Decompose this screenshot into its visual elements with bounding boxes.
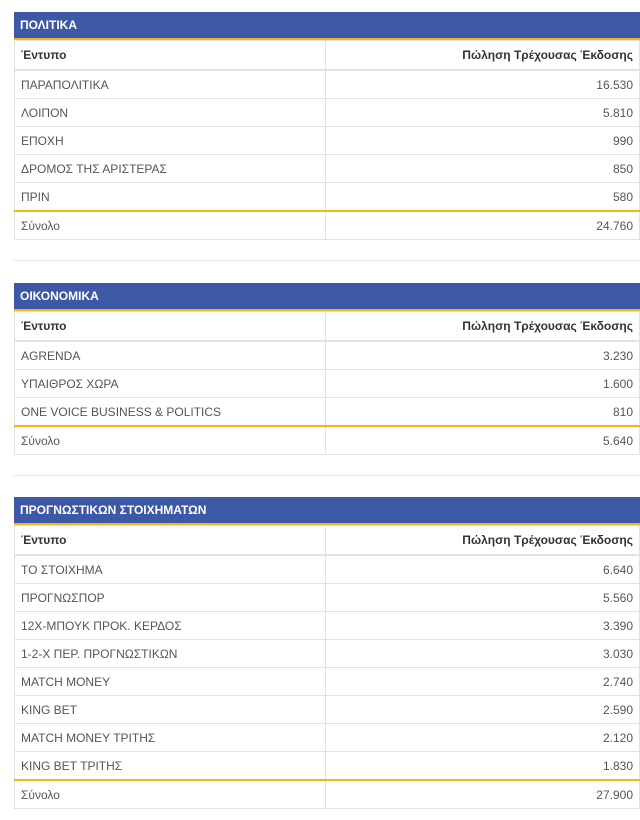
column-header-sales: Πώληση Τρέχουσας Έκδοσης — [325, 311, 640, 342]
section-prognostika: ΠΡΟΓΝΩΣΤΙΚΩΝ ΣΤΟΙΧΗΜΑΤΩΝ Έντυπο Πώληση Τ… — [14, 497, 640, 809]
sales-value: 5.810 — [325, 98, 640, 127]
total-row: Σύνολο 5.640 — [14, 425, 640, 455]
sales-value: 2.590 — [325, 695, 640, 724]
total-label: Σύνολο — [14, 210, 326, 240]
table-header-row: Έντυπο Πώληση Τρέχουσας Έκδοσης — [14, 525, 640, 556]
table-row: MATCH MONEY 2.740 — [14, 667, 640, 696]
table-row: KING BET 2.590 — [14, 695, 640, 724]
publication-name: ΠΡΟΓΝΩΣΠΟΡ — [14, 583, 326, 612]
sales-value: 16.530 — [325, 69, 640, 99]
sales-value: 850 — [325, 154, 640, 183]
publication-name: AGRENDA — [14, 340, 326, 370]
table-row: ΠΑΡΑΠΟΛΙΤΙΚΑ 16.530 — [14, 69, 640, 99]
total-value: 5.640 — [325, 425, 640, 455]
sales-value: 3.030 — [325, 639, 640, 668]
table-row: AGRENDA 3.230 — [14, 340, 640, 370]
sales-value: 3.390 — [325, 611, 640, 640]
publication-name: 12Χ-ΜΠΟΥΚ ΠΡΟΚ. ΚΕΡΔΟΣ — [14, 611, 326, 640]
sales-table: Έντυπο Πώληση Τρέχουσας Έκδοσης ΤΟ ΣΤΟΙΧ… — [14, 525, 640, 809]
section-divider — [14, 260, 640, 261]
table-row: ΛΟΙΠΟΝ 5.810 — [14, 98, 640, 127]
table-row: ΕΠΟΧΗ 990 — [14, 126, 640, 155]
column-header-sales: Πώληση Τρέχουσας Έκδοσης — [325, 40, 640, 71]
sales-value: 1.600 — [325, 369, 640, 398]
sales-value: 6.640 — [325, 554, 640, 584]
section-divider — [14, 475, 640, 476]
publication-name: ΠΡΙΝ — [14, 182, 326, 212]
publication-name: MATCH MONEY — [14, 667, 326, 696]
publication-name: 1-2-Χ ΠΕΡ. ΠΡΟΓΝΩΣΤΙΚΩΝ — [14, 639, 326, 668]
publication-name: ΠΑΡΑΠΟΛΙΤΙΚΑ — [14, 69, 326, 99]
column-header-publication: Έντυπο — [14, 40, 326, 71]
table-row: ONE VOICE BUSINESS & POLITICS 810 — [14, 397, 640, 427]
sales-value: 810 — [325, 397, 640, 427]
section-oikonomika: ΟΙΚΟΝΟΜΙΚΑ Έντυπο Πώληση Τρέχουσας Έκδοσ… — [14, 283, 640, 455]
sales-value: 5.560 — [325, 583, 640, 612]
sales-value: 3.230 — [325, 340, 640, 370]
section-title: ΠΟΛΙΤΙΚΑ — [14, 12, 640, 40]
sales-value: 2.120 — [325, 723, 640, 752]
sales-value: 1.830 — [325, 751, 640, 781]
sales-value: 2.740 — [325, 667, 640, 696]
section-politika: ΠΟΛΙΤΙΚΑ Έντυπο Πώληση Τρέχουσας Έκδοσης… — [14, 12, 640, 240]
publication-name: KING BET ΤΡΙΤΗΣ — [14, 751, 326, 781]
total-value: 24.760 — [325, 210, 640, 240]
column-header-publication: Έντυπο — [14, 311, 326, 342]
table-row: ΤΟ ΣΤΟΙΧΗΜΑ 6.640 — [14, 554, 640, 584]
table-row: KING BET ΤΡΙΤΗΣ 1.830 — [14, 751, 640, 781]
section-title: ΠΡΟΓΝΩΣΤΙΚΩΝ ΣΤΟΙΧΗΜΑΤΩΝ — [14, 497, 640, 525]
section-title: ΟΙΚΟΝΟΜΙΚΑ — [14, 283, 640, 311]
publication-name: ΤΟ ΣΤΟΙΧΗΜΑ — [14, 554, 326, 584]
total-row: Σύνολο 27.900 — [14, 779, 640, 809]
sales-table: Έντυπο Πώληση Τρέχουσας Έκδοσης AGRENDA 3… — [14, 311, 640, 455]
total-row: Σύνολο 24.760 — [14, 210, 640, 240]
total-label: Σύνολο — [14, 425, 326, 455]
table-row: MATCH MONEY ΤΡΙΤΗΣ 2.120 — [14, 723, 640, 752]
sales-value: 990 — [325, 126, 640, 155]
sales-table: Έντυπο Πώληση Τρέχουσας Έκδοσης ΠΑΡΑΠΟΛΙ… — [14, 40, 640, 240]
table-header-row: Έντυπο Πώληση Τρέχουσας Έκδοσης — [14, 40, 640, 71]
table-row: ΥΠΑΙΘΡΟΣ ΧΩΡΑ 1.600 — [14, 369, 640, 398]
publication-name: MATCH MONEY ΤΡΙΤΗΣ — [14, 723, 326, 752]
column-header-sales: Πώληση Τρέχουσας Έκδοσης — [325, 525, 640, 556]
publication-name: ΥΠΑΙΘΡΟΣ ΧΩΡΑ — [14, 369, 326, 398]
table-row: ΠΡΟΓΝΩΣΠΟΡ 5.560 — [14, 583, 640, 612]
column-header-publication: Έντυπο — [14, 525, 326, 556]
publication-name: ONE VOICE BUSINESS & POLITICS — [14, 397, 326, 427]
publication-name: ΛΟΙΠΟΝ — [14, 98, 326, 127]
publication-name: KING BET — [14, 695, 326, 724]
publication-name: ΕΠΟΧΗ — [14, 126, 326, 155]
table-row: 1-2-Χ ΠΕΡ. ΠΡΟΓΝΩΣΤΙΚΩΝ 3.030 — [14, 639, 640, 668]
table-row: 12Χ-ΜΠΟΥΚ ΠΡΟΚ. ΚΕΡΔΟΣ 3.390 — [14, 611, 640, 640]
total-value: 27.900 — [325, 779, 640, 809]
table-header-row: Έντυπο Πώληση Τρέχουσας Έκδοσης — [14, 311, 640, 342]
table-row: ΔΡΟΜΟΣ ΤΗΣ ΑΡΙΣΤΕΡΑΣ 850 — [14, 154, 640, 183]
table-row: ΠΡΙΝ 580 — [14, 182, 640, 212]
sales-value: 580 — [325, 182, 640, 212]
publication-name: ΔΡΟΜΟΣ ΤΗΣ ΑΡΙΣΤΕΡΑΣ — [14, 154, 326, 183]
total-label: Σύνολο — [14, 779, 326, 809]
